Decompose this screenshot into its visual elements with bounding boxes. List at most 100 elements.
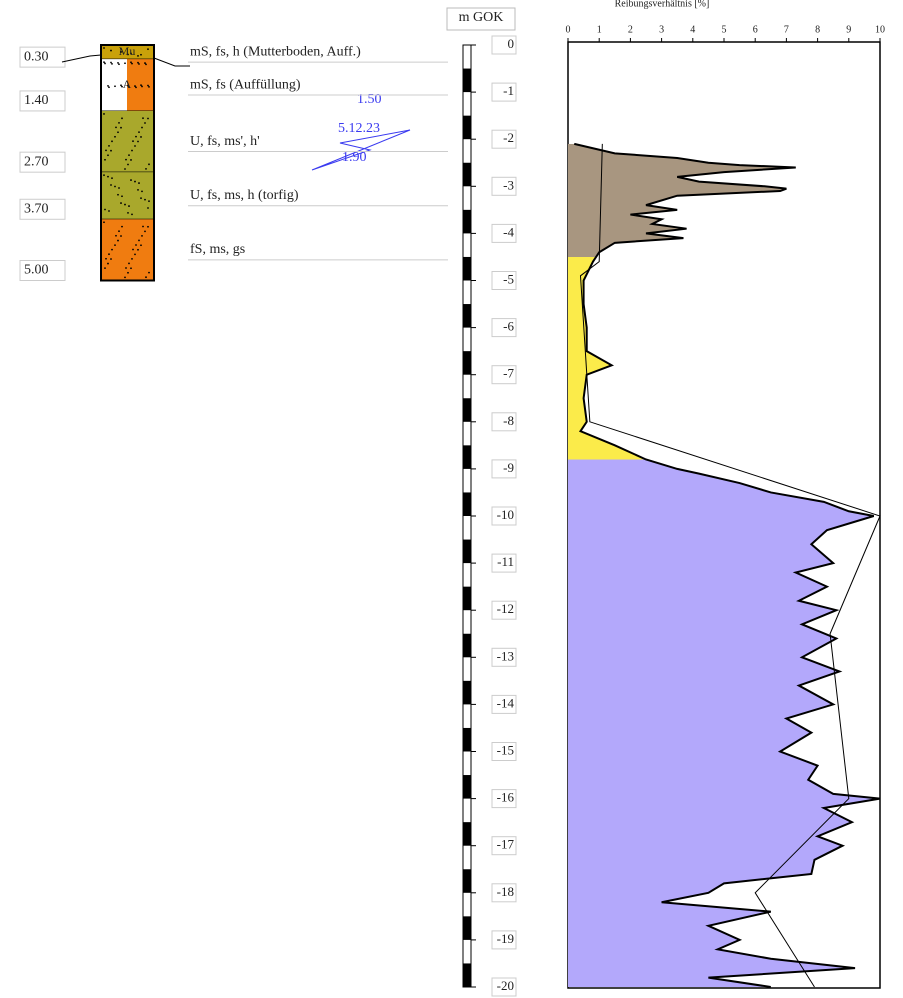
depth-bar-segment	[463, 351, 471, 375]
layer-dot	[127, 163, 129, 166]
depth-bar-segment	[463, 398, 471, 422]
layer-dot	[128, 154, 130, 157]
depth-tick-box	[491, 129, 517, 149]
depth-label-box	[446, 7, 516, 31]
depth-tick-label: -10	[497, 507, 514, 522]
depth-value-box	[19, 198, 66, 220]
layer-description: U, fs, ms, h (torfig)	[190, 188, 299, 203]
layer-dot	[137, 140, 139, 143]
depth-bar-segment	[463, 304, 471, 328]
layer-dot	[124, 276, 126, 279]
layer-dot	[111, 248, 113, 251]
layer-dot	[141, 234, 143, 237]
layer-dot	[138, 131, 140, 134]
layer-dot	[117, 131, 119, 134]
friction-profile	[574, 142, 881, 988]
layer-dot	[130, 267, 132, 270]
layer-dot	[138, 63, 140, 65]
layer-dot	[147, 48, 149, 51]
depth-tick-label: -15	[497, 742, 514, 757]
depth-tick-box	[491, 176, 517, 196]
depth-tick-box	[491, 742, 517, 761]
layer-dot	[130, 52, 132, 55]
depth-bar-segment	[463, 822, 471, 846]
x-tick-label: 0	[566, 24, 571, 35]
leader	[153, 57, 190, 67]
depth-tick-label: -2	[503, 130, 514, 145]
depth-tick-label: -8	[503, 413, 514, 428]
layer-dot	[118, 121, 120, 124]
depth-bar-segment	[463, 162, 471, 187]
depth-tick-label: -14	[497, 695, 515, 710]
layer-dot	[107, 84, 109, 87]
layer-dot	[117, 239, 119, 242]
depth-tick-box	[491, 318, 517, 338]
layer-dot	[121, 225, 123, 228]
layer-dot	[134, 85, 136, 87]
layer-dot	[142, 225, 144, 228]
water-level: 1.50 5.12.23 1.90	[311, 92, 411, 171]
layer-dot	[137, 61, 139, 64]
layer-description: mS, fs, h (Mutterboden, Auff.)	[190, 44, 361, 59]
layer-dot	[144, 122, 146, 124]
layer-description: U, fs, ms', h'	[190, 134, 260, 149]
layer-dot	[114, 85, 116, 88]
layer-dot	[121, 195, 123, 198]
depth-value-box	[19, 46, 66, 68]
layer-dot	[140, 84, 142, 87]
layer-dot	[110, 258, 112, 260]
depth-bar-segment	[463, 727, 471, 752]
depth-bar-segment	[463, 633, 471, 658]
depth-bar-segment	[463, 492, 471, 516]
layer-dot	[104, 158, 106, 161]
layer-dot	[115, 234, 117, 237]
layer-dot	[140, 53, 142, 56]
depth-tick-box	[491, 82, 517, 102]
depth-tick-label: -12	[497, 601, 514, 616]
depth-tick-label: -3	[503, 177, 514, 192]
layer-dot	[105, 149, 107, 152]
layer-dot	[117, 193, 119, 196]
layer-dot	[114, 244, 116, 247]
borehole-frame	[100, 44, 155, 282]
layer-dot	[145, 276, 147, 279]
depth-bar-segment	[463, 256, 471, 281]
leader	[61, 54, 102, 63]
layer-dot	[118, 63, 120, 66]
layer-dot	[148, 85, 150, 88]
depth-tick-label: -1	[503, 83, 514, 98]
layer-dot	[147, 225, 149, 228]
layer-dot	[120, 235, 122, 237]
x-tick-label: 3	[659, 24, 664, 35]
depth-tick-label: -5	[503, 271, 514, 286]
layer-dot	[141, 126, 143, 129]
x-tick-label: 7	[784, 24, 789, 35]
layer-dot	[111, 62, 113, 65]
depth-tick-label: -6	[503, 319, 514, 334]
layer-dot	[138, 182, 140, 184]
layer-dot	[145, 63, 147, 66]
layer-dot	[144, 62, 146, 64]
layer-dot	[104, 267, 106, 270]
layer	[101, 219, 154, 281]
depth-value: 0.30	[24, 49, 49, 64]
layer-dot	[114, 185, 116, 188]
depth-tick-box	[491, 412, 517, 432]
layer-dot	[135, 244, 137, 246]
depth-value-box	[19, 260, 66, 281]
layer-dot	[130, 179, 132, 181]
layer-dot	[104, 208, 106, 211]
depth-label: m GOK	[459, 10, 504, 25]
layer-dot	[117, 61, 119, 64]
depth-tick-box	[491, 789, 517, 809]
depth-value-box	[19, 151, 66, 173]
depth-bar-segment	[463, 68, 471, 93]
chart-title: Reibungsverhältnis [%]	[615, 0, 710, 9]
layer-dot	[147, 207, 149, 209]
layer-dot	[124, 62, 126, 65]
layer-dot	[131, 62, 133, 65]
layer-dot	[138, 239, 140, 242]
layer-dot	[134, 253, 136, 256]
layer-dot	[144, 198, 146, 201]
layer-description: fS, ms, gs	[190, 242, 245, 257]
